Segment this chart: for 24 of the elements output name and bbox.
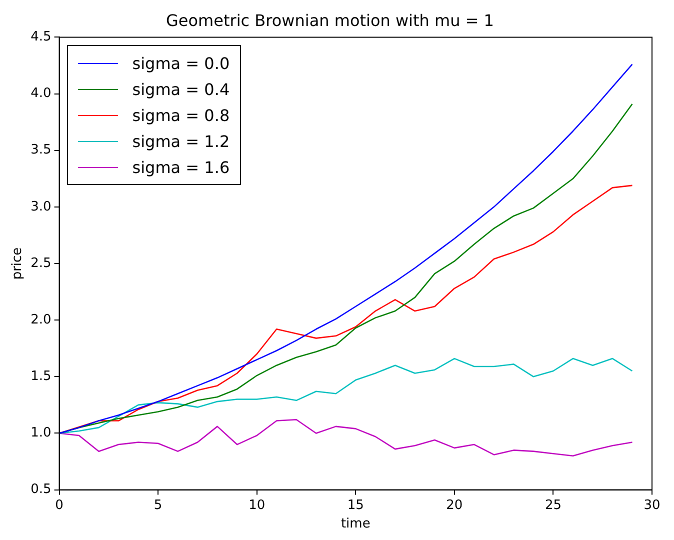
- x-tick-label: 0: [55, 498, 64, 513]
- y-tick-label: 4.0: [30, 86, 52, 102]
- legend-label: sigma = 1.2: [132, 132, 230, 151]
- legend-label: sigma = 0.8: [132, 106, 230, 125]
- legend-label: sigma = 0.4: [132, 80, 230, 99]
- x-tick-label: 25: [544, 498, 562, 513]
- x-axis-title: time: [340, 516, 370, 532]
- y-tick-label: 0.5: [30, 482, 52, 498]
- y-tick-label: 2.0: [30, 312, 52, 328]
- legend-label: sigma = 1.6: [132, 158, 230, 177]
- y-tick-label: 3.0: [30, 199, 52, 214]
- y-tick-label: 1.0: [30, 426, 52, 441]
- x-tick-label: 20: [446, 498, 463, 513]
- y-tick-label: 2.5: [30, 256, 52, 271]
- y-axis-title: price: [10, 247, 26, 280]
- y-tick-label: 1.5: [30, 369, 52, 384]
- x-tick-label: 15: [347, 498, 364, 513]
- x-tick-label: 30: [644, 498, 660, 513]
- y-tick-label: 4.5: [30, 30, 52, 45]
- x-tick-label: 10: [248, 498, 266, 513]
- y-tick-label: 3.5: [30, 142, 52, 158]
- legend-label: sigma = 0.0: [132, 54, 230, 73]
- chart-title: Geometric Brownian motion with mu = 1: [166, 10, 494, 30]
- x-tick-label: 5: [154, 498, 162, 513]
